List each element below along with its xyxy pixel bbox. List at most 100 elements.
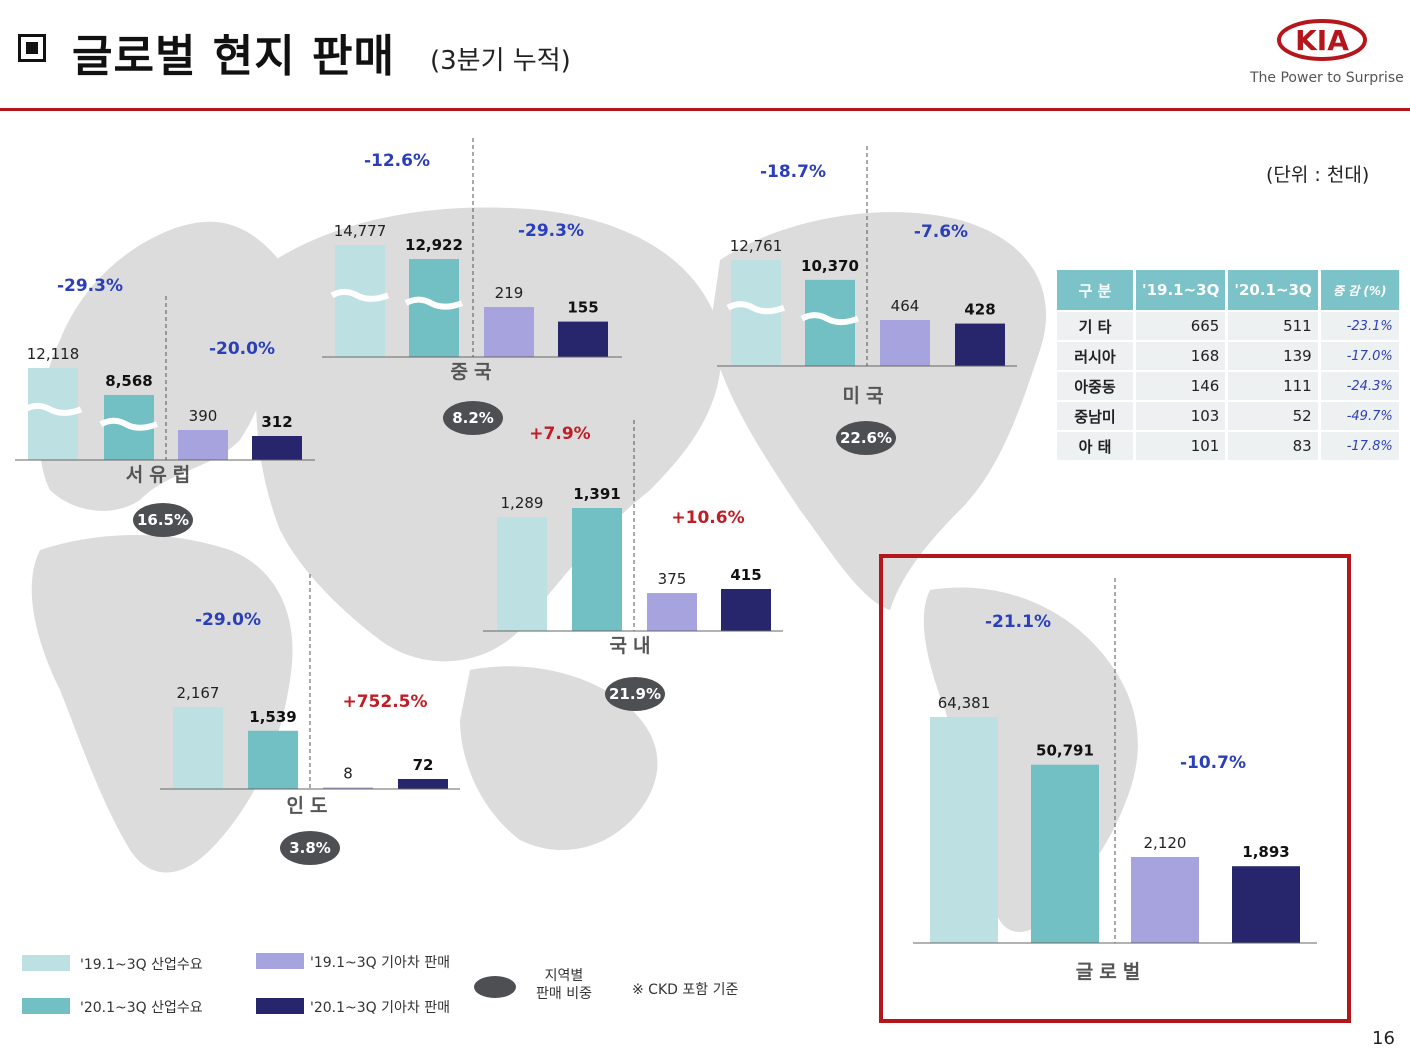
global-bar-2 [1131, 857, 1199, 943]
india-value-label-1: 1,539 [249, 708, 296, 726]
row-2019: 665 [1136, 312, 1226, 340]
table-header-row: 구 분 '19.1~3Q '20.1~3Q 증 감 (%) [1057, 270, 1399, 310]
row-region: 아 태 [1057, 432, 1133, 460]
map-north-america [710, 212, 1047, 610]
legend-label-kia-2020: '20.1~3Q 기아차 판매 [310, 1000, 450, 1016]
row-change: -17.8% [1320, 432, 1399, 460]
west-europe-value-label-1: 8,568 [105, 372, 152, 390]
page-number: 16 [1372, 1028, 1395, 1049]
table-header-2020: '20.1~3Q [1228, 270, 1318, 310]
others-table: 구 분 '19.1~3Q '20.1~3Q 증 감 (%) 기 타 665 51… [1054, 268, 1402, 462]
korea-share-label: 21.9% [609, 685, 661, 703]
west-europe-region-label: 서유럽 [126, 464, 196, 486]
china-axis-break-0 [330, 288, 390, 302]
india-industry-change: -29.0% [195, 610, 261, 630]
global-kia-change: -10.7% [1180, 753, 1246, 773]
legend-share-label: 지역별 판매 비중 [536, 968, 592, 1002]
global-value-label-3: 1,893 [1242, 843, 1289, 861]
west-europe-industry-change: -29.3% [57, 276, 123, 296]
usa-region-label: 미국 [843, 385, 890, 407]
global-industry-change: -21.1% [985, 612, 1051, 632]
legend-swatch-industry-2020 [22, 998, 70, 1014]
usa-industry-change: -18.7% [760, 162, 826, 182]
legend-swatch-kia-2020 [256, 998, 304, 1014]
usa-value-label-2: 464 [891, 297, 920, 315]
row-region: 중남미 [1057, 402, 1133, 430]
korea-bar-0 [497, 517, 547, 631]
korea-value-label-2: 375 [658, 570, 687, 588]
table-header-change: 증 감 (%) [1320, 270, 1399, 310]
legend-swatch-kia-2019 [256, 953, 304, 969]
kia-logo: KIA [1277, 19, 1367, 61]
usa-bar-3 [955, 323, 1005, 366]
india-bar-2 [323, 787, 373, 789]
china-bar-3 [558, 321, 608, 357]
india-value-label-3: 72 [413, 756, 434, 774]
usa-share-label: 22.6% [840, 429, 892, 447]
unit-label: (단위 : 천대) [1266, 164, 1370, 186]
legend-ckd-note: ※ CKD 포함 기준 [632, 982, 739, 998]
korea-industry-change: +7.9% [529, 424, 590, 444]
title-bullet-icon [18, 34, 46, 62]
india-bar-0 [173, 707, 223, 789]
china-value-label-1: 12,922 [405, 236, 463, 254]
china-value-label-0: 14,777 [334, 222, 387, 240]
row-2020: 511 [1228, 312, 1318, 340]
west-europe-kia-change: -20.0% [209, 339, 275, 359]
row-change: -24.3% [1320, 372, 1399, 400]
usa-share-oval [836, 421, 896, 455]
global-value-label-2: 2,120 [1144, 834, 1187, 852]
usa-axis-break-0 [726, 301, 786, 315]
west-europe-value-label-0: 12,118 [27, 345, 80, 363]
korea-value-label-0: 1,289 [501, 494, 544, 512]
legend-share-oval-icon [474, 976, 516, 998]
global-region-label: 글로벌 [1076, 961, 1146, 983]
china-share-oval [443, 401, 503, 435]
row-2019: 101 [1136, 432, 1226, 460]
global-value-label-1: 50,791 [1036, 742, 1094, 760]
brand-tagline: The Power to Surprise [1250, 70, 1404, 86]
india-share-oval [280, 831, 340, 865]
korea-value-label-1: 1,391 [573, 485, 620, 503]
usa-bar-2 [880, 320, 930, 366]
row-2019: 146 [1136, 372, 1226, 400]
india-kia-change: +752.5% [342, 692, 427, 712]
korea-kia-change: +10.6% [671, 508, 744, 528]
usa-axis-break-1 [800, 312, 860, 326]
india-bar-3 [398, 779, 448, 789]
china-region-label: 중국 [451, 361, 498, 383]
row-change: -49.7% [1320, 402, 1399, 430]
korea-share-oval [605, 677, 665, 711]
legend-swatch-industry-2019 [22, 955, 70, 971]
row-change: -23.1% [1320, 312, 1399, 340]
map-africa [31, 535, 293, 873]
global-bar-3 [1232, 866, 1300, 943]
legend-label-kia-2019: '19.1~3Q 기아차 판매 [310, 955, 450, 971]
usa-value-label-3: 428 [964, 301, 995, 319]
table-header-region: 구 분 [1057, 270, 1133, 310]
india-value-label-0: 2,167 [177, 684, 220, 702]
page-subtitle: (3분기 누적) [430, 46, 571, 76]
row-2019: 168 [1136, 342, 1226, 370]
west-europe-share-oval [133, 503, 193, 537]
header-divider [0, 108, 1410, 111]
china-industry-change: -12.6% [364, 151, 430, 171]
west-europe-axis-break-0 [23, 402, 83, 416]
korea-value-label-3: 415 [730, 566, 761, 584]
china-value-label-3: 155 [567, 299, 598, 317]
row-2020: 83 [1228, 432, 1318, 460]
west-europe-bar-2 [178, 430, 228, 460]
china-value-label-2: 219 [495, 284, 524, 302]
west-europe-share-label: 16.5% [137, 511, 189, 529]
usa-kia-change: -7.6% [914, 222, 968, 242]
usa-value-label-1: 10,370 [801, 257, 859, 275]
global-highlight-box [879, 554, 1351, 1023]
table-row: 기 타 665 511 -23.1% [1057, 312, 1399, 340]
global-bar-0 [930, 717, 998, 943]
page-title: 글로벌 현지 판매 [72, 31, 395, 82]
kia-logo-text: KIA [1295, 24, 1349, 57]
india-share-label: 3.8% [289, 839, 331, 857]
row-region: 아중동 [1057, 372, 1133, 400]
china-bar-2 [484, 307, 534, 357]
